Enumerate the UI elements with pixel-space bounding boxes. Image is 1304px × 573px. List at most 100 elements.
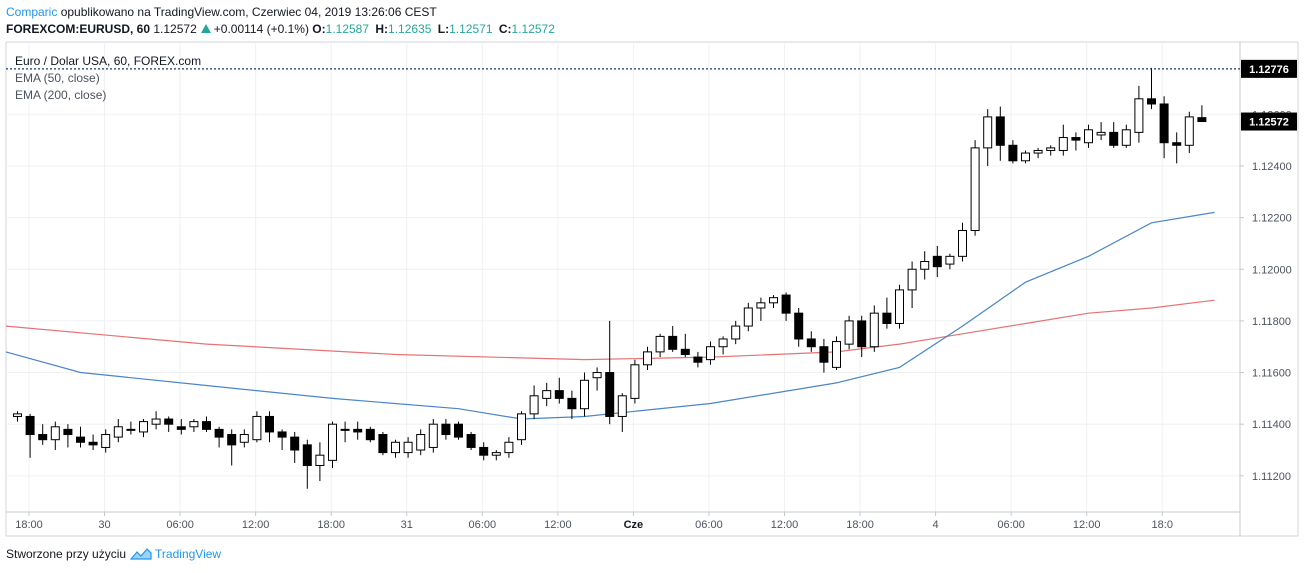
close-value: 1.12572 — [511, 22, 555, 36]
candle — [479, 442, 489, 461]
candle — [932, 246, 942, 277]
candle-body-up — [1121, 129, 1131, 146]
tradingview-link[interactable]: TradingView — [155, 547, 222, 561]
candle-body-down — [214, 428, 224, 438]
last-price: 1.12572 — [153, 22, 197, 36]
high-label: H: — [375, 22, 389, 36]
ema50-series — [5, 211, 1215, 420]
candle-body-down — [479, 446, 489, 456]
candle — [1197, 105, 1207, 123]
y-tick-label: 1.11600 — [1252, 368, 1291, 380]
candle-body-down — [680, 348, 690, 355]
candle — [202, 416, 211, 432]
candle — [731, 320, 741, 345]
y-tick-label: 1.12000 — [1252, 264, 1292, 276]
author-link[interactable]: Comparic — [6, 5, 58, 19]
up-arrow-icon — [200, 24, 211, 33]
candle — [907, 261, 917, 308]
candle — [832, 336, 841, 370]
candle-body-down — [164, 418, 174, 425]
candle — [277, 429, 287, 451]
candle — [1084, 124, 1093, 148]
candle-body-down — [378, 434, 388, 454]
candle — [668, 326, 678, 352]
candle — [504, 437, 514, 458]
tradingview-logo-icon — [130, 548, 152, 560]
x-tick-label: 18:00 — [846, 519, 874, 531]
footer-text: Stworzone przy użyciu — [6, 547, 127, 561]
candle-body-down — [567, 397, 577, 410]
candle — [542, 382, 552, 407]
candle-body-down — [1109, 131, 1119, 146]
candle-body-down — [353, 428, 363, 433]
candle-body-up — [315, 454, 325, 467]
candle-body-down — [1071, 137, 1081, 141]
price-badges: 1.12776 1.12572 — [6, 59, 1297, 131]
candle-body-up — [504, 441, 514, 454]
candle — [214, 426, 224, 448]
candle-body-down — [693, 356, 703, 363]
candle-body-up — [945, 255, 955, 265]
candle — [290, 431, 300, 463]
candle — [38, 424, 48, 445]
candle — [869, 305, 879, 352]
candle — [1033, 147, 1043, 159]
candle-body-down — [365, 428, 375, 441]
candle — [1134, 85, 1144, 143]
candle — [1159, 96, 1169, 159]
time-axis[interactable]: 18:00 30 06:00 12:00 18:00 31 06:00 12:00 Cze 06:… — [15, 512, 1173, 531]
candle-body-up — [139, 421, 148, 433]
candle — [680, 333, 690, 358]
candle-body-up — [416, 434, 426, 451]
candle — [189, 419, 199, 432]
price-badge — [1241, 112, 1297, 131]
candle — [252, 411, 262, 443]
candle-body-down — [806, 338, 816, 348]
candle-body-down — [1008, 144, 1018, 162]
candle — [416, 429, 426, 456]
candle — [88, 434, 98, 451]
candle — [428, 419, 438, 453]
publish-info: Comparic opublikowano na TradingView.com… — [6, 5, 437, 19]
candle — [391, 439, 400, 458]
chart-frame — [5, 41, 1299, 537]
high-value: 1.12635 — [388, 22, 432, 36]
candle — [25, 413, 35, 458]
candle — [1021, 150, 1030, 164]
candle — [958, 222, 967, 262]
candle-body-down — [265, 415, 274, 433]
y-tick-label: 1.11200 — [1252, 471, 1291, 483]
candle-body-down — [76, 436, 85, 443]
candle — [970, 140, 980, 236]
candle — [882, 297, 892, 329]
candle — [819, 338, 829, 373]
x-tick-label: 06:00 — [695, 519, 723, 531]
candle — [781, 292, 791, 321]
price-axis[interactable]: 1.11200 1.11400 1.11600 1.11800 1.12000 1.122… — [1240, 109, 1292, 483]
close-label: C: — [498, 22, 512, 36]
candle — [176, 419, 186, 435]
candle-body-down — [454, 423, 463, 438]
candle-body-up — [340, 428, 350, 431]
candle-body-down — [290, 436, 300, 451]
candle-body-up — [50, 426, 60, 441]
candle-body-up — [769, 297, 778, 304]
symbol-label: FOREXCOM:EURUSD, 60 — [6, 22, 151, 36]
ohlc-header: FOREXCOM:EURUSD, 60 1.12572 +0.00114 (+0.… — [6, 22, 558, 36]
candle-body-up — [907, 268, 917, 291]
candle-body-up — [529, 395, 539, 415]
candle-body-down — [176, 426, 186, 430]
candle-body-up — [743, 307, 753, 327]
price-badge-label: 1.12572 — [1249, 117, 1289, 129]
legend-ema50: EMA (50, close) — [15, 71, 100, 85]
candle-body-up — [1084, 129, 1093, 144]
candle-body-down — [227, 434, 237, 446]
y-tick-label: 1.12400 — [1252, 161, 1292, 173]
chart-grid — [6, 42, 1240, 512]
candle — [983, 109, 993, 166]
y-tick-label: 1.12200 — [1252, 213, 1292, 225]
candle — [13, 411, 22, 422]
candle-body-down — [668, 335, 678, 350]
candle-body-up — [958, 230, 967, 257]
